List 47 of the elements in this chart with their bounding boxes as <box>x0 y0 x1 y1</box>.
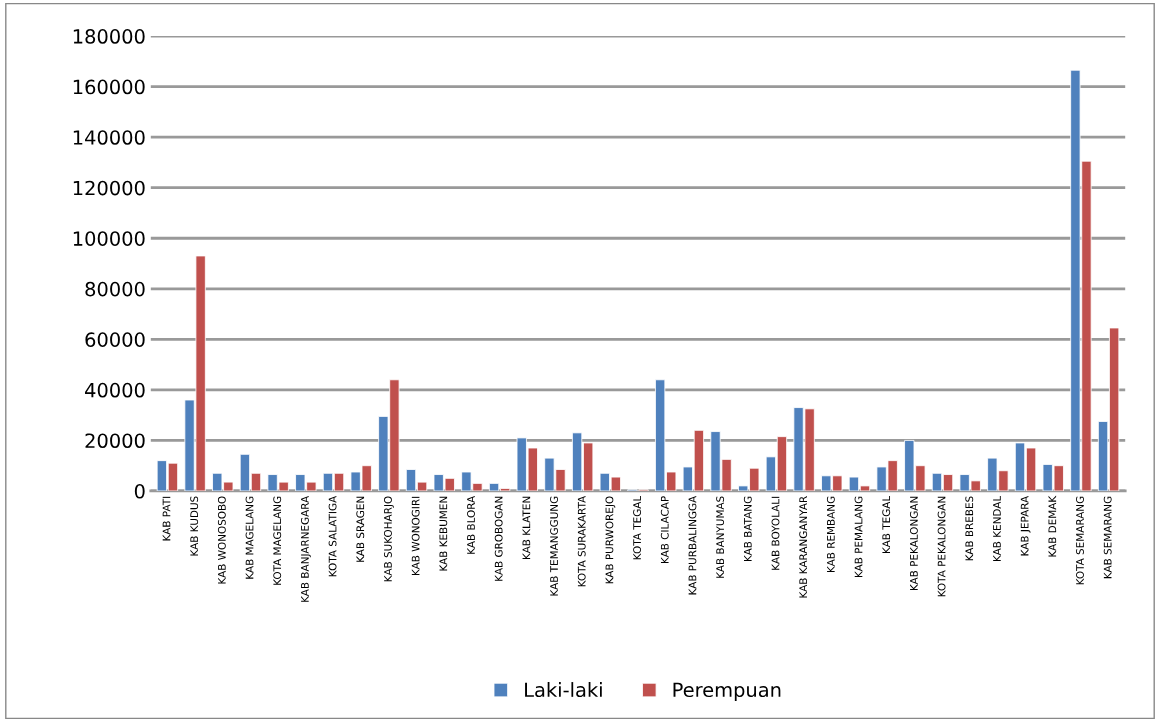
y-tick-label: 180000 <box>73 29 145 44</box>
x-tick-label: KOTA SURAKARTA <box>577 495 586 587</box>
x-tick-label: KAB KARANGANYAR <box>799 496 808 598</box>
y-tick-label: 140000 <box>73 130 145 145</box>
y-tick-label: 80000 <box>85 281 145 297</box>
y-tick-label: 120000 <box>73 180 145 196</box>
x-tick-label: KAB BOYOLALI <box>771 496 780 570</box>
x-tick-label: KAB GROBOGAN <box>494 496 503 581</box>
y-tick-label: 100000 <box>73 231 145 246</box>
x-tick-label: KOTA TEGAL <box>633 495 642 560</box>
x-tick-label: KAB TEMANGGUNG <box>550 496 558 596</box>
x-tick-label: KAB KLATEN <box>522 496 531 559</box>
x-tick-label: KAB PURWOREJO <box>605 496 616 584</box>
y-tick-label: 160000 <box>73 79 145 95</box>
x-tick-label: KOTA PEKALONGAN <box>937 496 946 597</box>
x-tick-label: KOTA SEMARANG <box>1076 496 1084 585</box>
x-tick-label: KAB JEPARA <box>1020 495 1031 556</box>
x-tick-label: KAB BANYUMAS <box>716 496 725 578</box>
x-tick-label: KAB BATANG <box>743 496 752 562</box>
x-tick-label: KOTA SALATIGA <box>328 495 337 577</box>
y-tick-label: 20000 <box>85 433 145 449</box>
x-tick-label: KAB PURBALINGGA <box>688 495 697 595</box>
x-tick-label: KAB BANJARNEGARA <box>300 495 311 602</box>
x-tick-label: KAB PATI <box>162 496 171 541</box>
x-tick-label: KAB MAGELANG <box>245 496 254 579</box>
x-tick-label: KAB KENDAL <box>993 495 1001 562</box>
x-tick-label: KAB PEKALONGAN <box>909 496 918 591</box>
x-tick-label: KAB DEMAK <box>1048 495 1057 557</box>
x-tick-label: KOTA MAGELANG <box>273 496 282 585</box>
x-tick-label: KAB KUDUS <box>190 496 199 556</box>
x-tick-label: KAB SRAGEN <box>356 496 365 562</box>
x-tick-label: KAB TEGAL <box>882 495 891 553</box>
x-tick-label: KAB SEMARANG <box>1103 496 1112 579</box>
legend-label: Laki-laki <box>525 682 602 698</box>
x-tick-label: KAB CILACAP <box>660 496 669 564</box>
x-tick-label: KAB BREBES <box>965 496 974 561</box>
x-tick-label: KAB BLORA <box>467 495 475 554</box>
x-tick-label: KAB PEMALANG <box>854 496 863 578</box>
y-tick-label: 40000 <box>85 382 145 398</box>
x-tick-label: KAB WONOSOBO <box>217 496 226 584</box>
x-tick-label: KAB SUKOHARJO <box>384 496 394 582</box>
legend-label: Perempuan <box>673 682 781 701</box>
y-tick-label: 60000 <box>85 332 145 347</box>
x-tick-label: KAB WONOGIRI <box>411 496 420 575</box>
x-tick-label: KAB REMBANG <box>826 496 835 572</box>
x-tick-label: KAB KEBUMEN <box>439 496 448 571</box>
y-tick-label: 0 <box>134 483 145 499</box>
